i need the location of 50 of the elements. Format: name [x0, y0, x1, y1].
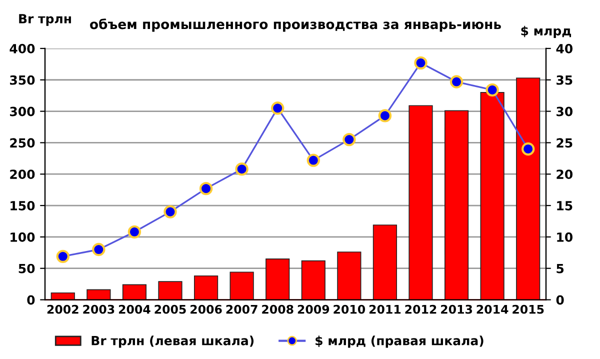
y-tick-label: 0 [27, 295, 35, 305]
x-tick-label: 2004 [118, 304, 150, 314]
y2-tick-label: 10 [557, 232, 573, 242]
y2-tick-label: 40 [556, 44, 573, 54]
bar [480, 92, 504, 300]
bar [230, 272, 254, 300]
bar [194, 275, 218, 300]
y2-tick-label: 30 [556, 106, 573, 116]
x-tick-label: 2014 [476, 304, 508, 314]
y2-tick-label: 0 [556, 295, 564, 305]
x-tick-label: 2010 [334, 304, 366, 314]
x-tick-label: 2015 [512, 304, 544, 314]
bar [372, 224, 398, 300]
x-tick-label: 2007 [226, 304, 258, 314]
x-tick-label: 2005 [154, 304, 186, 314]
bar [516, 78, 540, 300]
x-tick-label: 2008 [262, 304, 294, 314]
y2-axis-title: $ млрд [521, 26, 572, 38]
x-tick-label: 2011 [369, 304, 401, 314]
y-tick-label: 300 [10, 106, 35, 116]
y-axis-title: Br трлн [19, 14, 71, 26]
y-tick-label: 100 [10, 232, 35, 242]
y-tick-label: 250 [10, 138, 35, 148]
x-tick-label: 2009 [298, 304, 330, 314]
bar [158, 281, 182, 300]
x-tick-label: 2003 [83, 304, 114, 314]
bar [266, 258, 290, 300]
bar [444, 110, 469, 300]
y-tick-label: 200 [10, 170, 35, 180]
x-tick-label: 2002 [47, 304, 78, 314]
y-tick-label: 350 [10, 75, 35, 85]
y2-tick-label: 20 [556, 170, 573, 180]
y2-tick-label: 15 [557, 201, 572, 210]
bar [122, 284, 147, 300]
bar [408, 105, 433, 300]
bar [301, 260, 326, 300]
legend-label: $ млрд (правая шкала) [316, 336, 484, 348]
x-tick-label: 2006 [190, 304, 222, 314]
x-tick-label: 2013 [441, 304, 472, 314]
x-tick-label: 2012 [405, 304, 436, 314]
y2-tick-label: 35 [556, 75, 572, 85]
y2-tick-label: 25 [556, 138, 572, 148]
y-tick-label: 50 [18, 264, 35, 274]
bar [337, 252, 362, 300]
y-tick-label: 150 [10, 201, 35, 210]
chart-title: объем промышленного производства за январь-июнь [90, 18, 501, 32]
bar [86, 289, 111, 300]
legend-label: Br трлн (левая шкала) [92, 336, 254, 348]
y-tick-label: 400 [10, 44, 35, 54]
y2-tick-label: 5 [556, 264, 564, 274]
